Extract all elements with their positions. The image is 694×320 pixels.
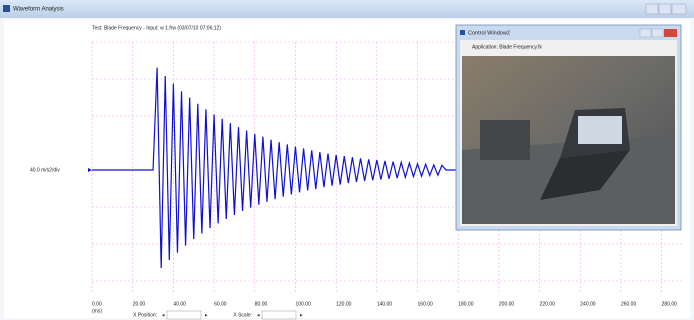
app-icon [3,5,10,12]
x-tick-label: 200.00 [499,301,515,307]
title-bar [0,0,694,18]
x-tick-label: 80.00 [255,301,268,307]
x-tick-label: 260.00 [621,301,637,307]
control-window-icon [460,30,465,35]
x-position-control: X Position: ◂ ▸ [133,310,208,320]
spin-right[interactable]: ▸ [205,312,208,318]
image-laptop-base [540,150,630,200]
control-window: Control Window2 Application: Blade Frequ… [455,24,682,231]
application-label: Application: Blade Frequency.N [472,44,542,50]
cw-close[interactable] [664,29,677,37]
x-tick-label: 140.00 [377,301,393,307]
cw-maximize[interactable] [651,28,664,38]
control-label: X Position: [133,312,157,318]
x-tick-label: 280.00 [662,301,678,307]
control-window-title: Control Window2 [468,30,510,36]
x-tick-label: 40.00 [173,301,186,307]
waveform [92,67,662,269]
x-tick-label: 240.00 [580,301,596,307]
x-tick-label: 220.00 [540,301,556,307]
maximize-button[interactable] [658,3,672,15]
image-laptop-display [578,116,622,144]
x-tick-label: 120.00 [336,301,352,307]
window-title: Waveform Analysis [13,7,64,13]
spin-left[interactable]: ◂ [257,312,260,318]
x-tick-label: 60.00 [214,301,227,307]
x-unit: (ms) [92,308,102,314]
x-tick-label: 180.00 [458,301,474,307]
close-button[interactable] [671,3,687,15]
x-scale-control: X Scale: ◂ ▸ [233,310,303,320]
x-position-input[interactable] [166,310,202,320]
image-machine [480,120,530,160]
minimize-button[interactable] [645,3,659,15]
chart-title: Test: Blade Frequency - Input: w 1.frw (… [92,25,221,31]
x-scale-input[interactable] [261,310,297,320]
window-buttons[interactable] [645,3,687,15]
zero-marker [88,168,92,172]
x-tick-label: 100.00 [295,301,311,307]
control-label: X Scale: [233,312,252,318]
x-tick-label: 160.00 [418,301,434,307]
x-tick-label: 0.00 [92,301,102,307]
x-tick-label: 20.00 [133,301,146,307]
spin-left[interactable]: ◂ [162,312,165,318]
y-axis-label: 40.0 m/s2/div [30,167,60,173]
spin-right[interactable]: ▸ [300,312,303,318]
cw-minimize[interactable] [639,28,652,38]
